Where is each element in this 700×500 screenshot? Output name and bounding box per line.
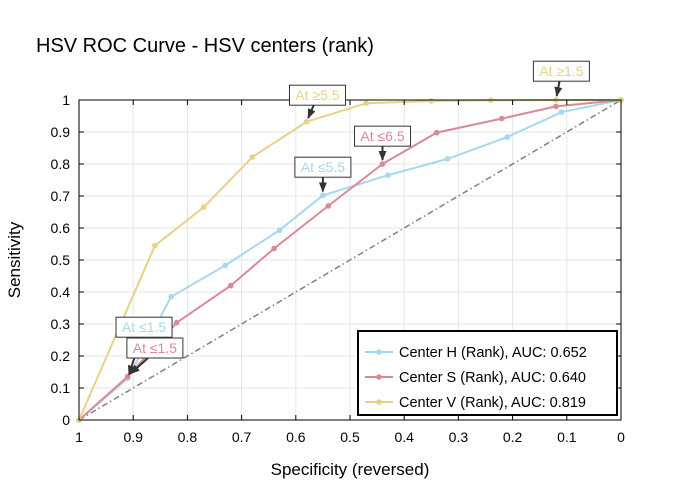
- data-point: [558, 109, 565, 115]
- data-point: [271, 245, 277, 252]
- x-tick-label: 0.9: [123, 429, 143, 445]
- annotation-text: At ≤5.5: [301, 159, 345, 175]
- annotation-box: [126, 337, 184, 359]
- y-tick-label: 0.4: [51, 284, 71, 300]
- legend-swatch-marker: [376, 374, 382, 380]
- annotation-box: [115, 316, 173, 338]
- y-tick-label: 0.7: [51, 188, 71, 204]
- annotation-0: At ≤1.5: [115, 316, 173, 376]
- data-point: [379, 161, 386, 167]
- legend-label: Center S (Rank), AUC: 0.640: [399, 370, 586, 386]
- legend-entry-2: Center V (Rank), AUC: 0.819: [365, 395, 586, 411]
- annotation-2: At ≥5.5: [288, 84, 346, 119]
- legend-entry-1: Center S (Rank), AUC: 0.640: [365, 370, 586, 386]
- y-tick-label: 0.8: [51, 156, 71, 172]
- data-point: [173, 319, 180, 326]
- y-tick-label: 0.9: [51, 124, 71, 140]
- annotation-4: At ≤6.5: [354, 125, 412, 161]
- data-point: [433, 129, 440, 136]
- y-tick-label: 0: [62, 412, 70, 428]
- annotations: At ≤1.5 At ≤1.5 At ≥5.5 At ≤5.5 At ≤6.5 At ≥1…: [115, 60, 590, 376]
- legend-box: [357, 330, 618, 416]
- x-tick-label: 0.5: [340, 429, 360, 445]
- data-point: [227, 282, 234, 289]
- legend-swatch-marker: [376, 349, 382, 355]
- data-point: [428, 98, 435, 104]
- x-tick-label: 0.2: [503, 429, 523, 445]
- annotation-text: At ≤1.5: [133, 340, 177, 356]
- annotation-text: At ≥5.5: [295, 87, 339, 103]
- legend-label: Center V (Rank), AUC: 0.819: [399, 395, 586, 411]
- annotation-text: At ≤1.5: [122, 319, 166, 335]
- annotation-arrow: [554, 81, 563, 98]
- data-point: [498, 115, 505, 122]
- y-tick-label: 0.2: [51, 348, 71, 364]
- data-point: [276, 227, 283, 234]
- annotation-text: At ≤6.5: [360, 128, 404, 144]
- x-tick-label: 0.4: [394, 429, 414, 445]
- x-tick-label: 1: [75, 429, 83, 445]
- x-tick-label: 0.7: [232, 429, 252, 445]
- annotation-5: At ≥1.5: [532, 60, 590, 98]
- data-point: [222, 262, 229, 269]
- annotation-box: [288, 84, 346, 106]
- data-point: [325, 203, 332, 209]
- data-point: [303, 118, 310, 125]
- data-point: [444, 156, 451, 162]
- annotation-3: At ≤5.5: [294, 156, 352, 193]
- legend-entry-0: Center H (Rank), AUC: 0.652: [365, 345, 587, 361]
- x-tick-label: 0.8: [178, 429, 198, 445]
- x-tick-label: 0.3: [449, 429, 469, 445]
- data-point: [363, 100, 370, 106]
- data-point: [504, 134, 510, 140]
- annotation-arrow: [129, 357, 149, 375]
- y-tick-label: 0.5: [51, 252, 71, 268]
- data-point: [320, 192, 326, 199]
- x-tick-label: 0.6: [286, 429, 306, 445]
- legend: Center H (Rank), AUC: 0.652 Center S (Ran…: [357, 330, 618, 416]
- y-tick-label: 0.3: [51, 316, 71, 332]
- chart-title: HSV ROC Curve - HSV centers (rank): [36, 35, 374, 57]
- y-tick-label: 1: [62, 92, 70, 108]
- data-point: [553, 103, 559, 110]
- legend-swatch-marker: [376, 399, 382, 405]
- x-tick-label: 0: [617, 429, 625, 445]
- x-axis-label: Specificity (reversed): [271, 460, 430, 479]
- y-tick-label: 0.1: [51, 380, 71, 396]
- chance-diagonal: [78, 99, 622, 421]
- annotation-arrow: [307, 104, 316, 119]
- data-point: [168, 294, 174, 300]
- legend-label: Center H (Rank), AUC: 0.652: [399, 345, 587, 361]
- y-tick-label: 0.6: [51, 220, 71, 236]
- data-point: [385, 172, 391, 178]
- x-tick-label: 0.1: [557, 429, 577, 445]
- annotation-text: At ≥1.5: [539, 63, 583, 79]
- data-point: [152, 242, 158, 249]
- data-point: [249, 154, 256, 160]
- annotation-1: At ≤1.5: [126, 337, 184, 375]
- y-axis-label: Sensitivity: [5, 221, 24, 298]
- ticks: 1 0.9 0.8 0.7 0.6 0.5 0.4 0.3 0.2 0.1 0 0 0.1 0.2 0.3 0…: [51, 92, 626, 445]
- annotation-box: [532, 60, 590, 82]
- diagonal-line: [78, 99, 622, 421]
- data-point: [200, 204, 207, 210]
